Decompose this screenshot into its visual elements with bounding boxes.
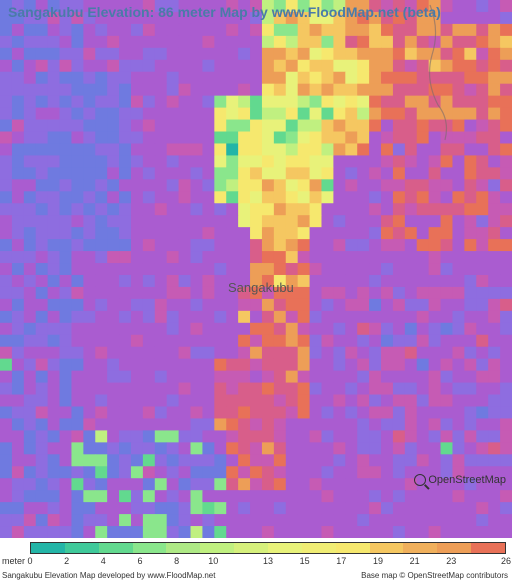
legend-tick: 4 (101, 556, 106, 566)
legend-bar (30, 542, 506, 554)
legend-tick: 26 (501, 556, 511, 566)
legend-tick: 19 (373, 556, 383, 566)
legend-swatch (437, 543, 471, 553)
legend-swatch (403, 543, 437, 553)
legend-swatch (302, 543, 336, 553)
place-label: Sangakubu (228, 280, 294, 295)
credit-left: Sangakubu Elevation Map developed by www… (2, 571, 215, 580)
legend-tick: 17 (336, 556, 346, 566)
legend-tick: 21 (410, 556, 420, 566)
legend-swatch (268, 543, 302, 553)
legend-swatch (133, 543, 167, 553)
legend-tick: 6 (137, 556, 142, 566)
map-container: Sangakubu OpenStreetMap (0, 0, 512, 538)
legend-unit-label: meter (2, 556, 25, 566)
legend-tick: 10 (208, 556, 218, 566)
legend-tick: 2 (64, 556, 69, 566)
legend-swatch (336, 543, 370, 553)
legend-swatch (65, 543, 99, 553)
legend-tick: 15 (300, 556, 310, 566)
legend-swatch (234, 543, 268, 553)
legend-swatch (31, 543, 65, 553)
legend-ticks: 024681013151719212326 (30, 556, 506, 568)
legend: 0 2 4 6 8 10 13 15 17 19 21 23 26 meter Sangakubu El… (0, 538, 512, 582)
osm-attribution: OpenStreetMap (414, 474, 506, 486)
osm-text: OpenStreetMap (428, 474, 506, 486)
elevation-heatmap (0, 0, 512, 538)
legend-swatch (200, 543, 234, 553)
legend-swatch (370, 543, 404, 553)
magnifier-icon (414, 474, 426, 486)
legend-tick: 13 (263, 556, 273, 566)
legend-tick: 23 (446, 556, 456, 566)
legend-tick: 8 (174, 556, 179, 566)
legend-swatch (99, 543, 133, 553)
legend-tick: 0 (27, 556, 32, 566)
credit-right: Base map © OpenStreetMap contributors (361, 571, 508, 580)
page-title: Sangakubu Elevation: 86 meter Map by www… (8, 4, 441, 20)
legend-swatch (166, 543, 200, 553)
legend-swatch (471, 543, 505, 553)
